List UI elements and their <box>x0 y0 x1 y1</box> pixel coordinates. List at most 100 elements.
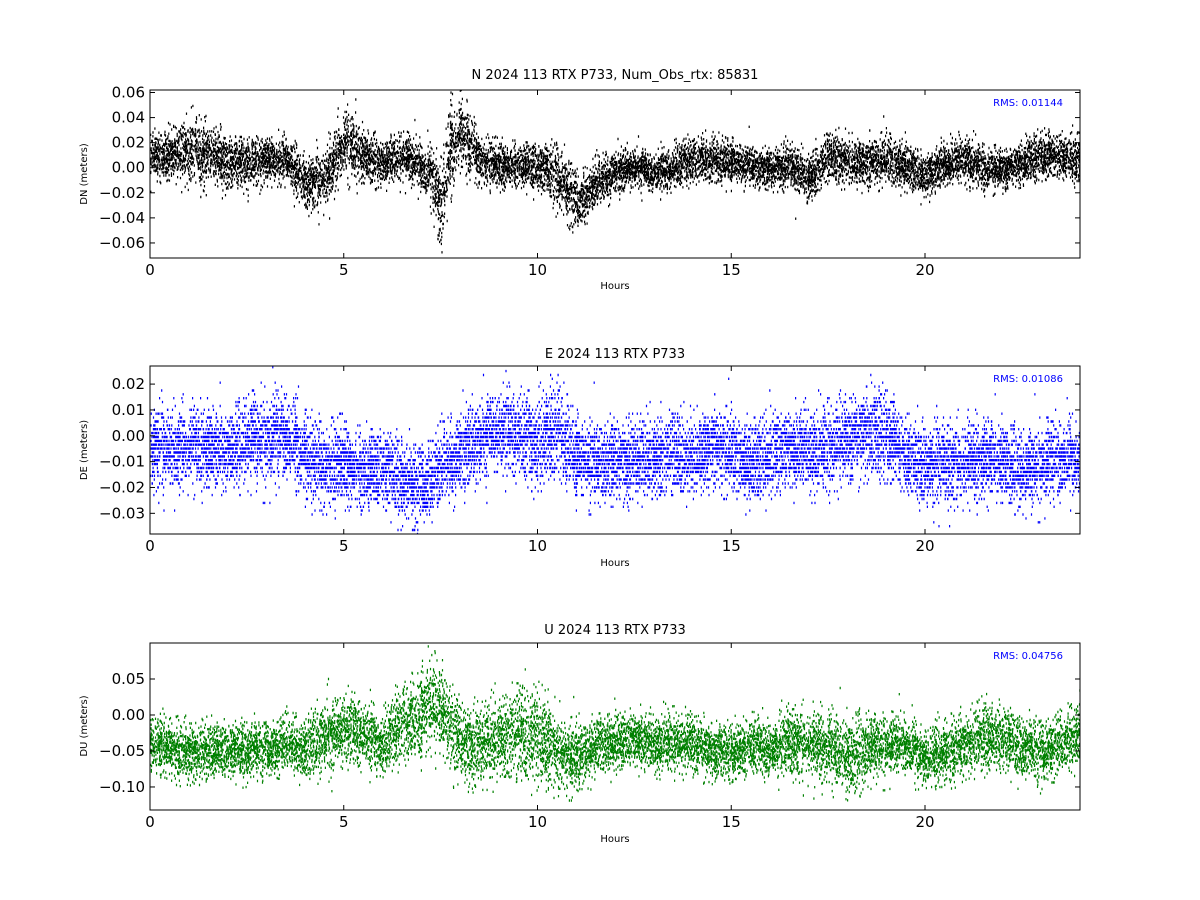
panel-north-series-points-segment <box>751 144 772 192</box>
panel-up-series-points-segment <box>905 704 926 791</box>
panel-east-series-points-segment <box>712 377 733 501</box>
panel-up-series-points-segment <box>266 710 287 780</box>
panel-east-series-points-segment <box>925 404 946 528</box>
panel-up-series-points-segment <box>305 698 326 785</box>
panel-up-series-points-segment <box>886 693 907 791</box>
panel-up-rms-annotation: RMS: 0.04756 <box>993 651 1063 662</box>
panel-east-series-points-segment <box>266 366 287 505</box>
panel-east-xtick-label: 15 <box>722 537 741 555</box>
panel-north-series-points-segment <box>518 141 539 201</box>
panel-east-ytick-label: 0.01 <box>112 401 145 419</box>
panel-east-series-points-segment <box>382 428 403 532</box>
panel-up-xlabel: Hours <box>600 834 629 845</box>
panel-east-series-points-segment <box>208 381 229 497</box>
panel-east-series-points-segment <box>518 385 539 501</box>
panel-up-series-points-segment <box>866 709 888 792</box>
panel-up-series-points-segment <box>925 711 946 791</box>
panel-north-series-points-segment <box>653 140 675 201</box>
panel-east-ytick-label: −0.01 <box>99 453 145 471</box>
panel-north-series-points-segment <box>150 121 171 193</box>
panel-north-series-points-segment <box>1041 127 1062 183</box>
panel-east-ytick-label: −0.03 <box>99 504 145 522</box>
panel-east-series-points-segment <box>576 381 597 516</box>
panel-up-xtick-label: 10 <box>528 813 547 831</box>
panel-up-series-points-segment <box>324 677 345 793</box>
panel-north-xtick-label: 20 <box>915 261 934 279</box>
panel-east-series-points-segment <box>983 393 1004 512</box>
panel-up-series-points-segment <box>1041 708 1062 791</box>
panel-up-points <box>150 645 1080 802</box>
panel-north-series-points-segment <box>692 129 713 186</box>
panel-up-series-points-segment <box>402 670 423 772</box>
panel-north-series-points-segment <box>246 135 268 203</box>
panel-north-xtick-label: 0 <box>145 261 155 279</box>
panel-north-series-points-segment <box>227 135 248 195</box>
panel-north-axes-frame <box>149 89 1081 259</box>
panel-up-series-points-segment <box>576 712 597 793</box>
panel-up-axes-frame <box>149 642 1081 811</box>
panel-north-series-points-segment <box>828 126 849 191</box>
panel-east-series-points-segment <box>421 420 442 524</box>
panel-up-xtick-label: 20 <box>915 813 934 831</box>
panel-east-series-points-segment <box>537 373 558 493</box>
panel-up-series-points-segment <box>692 711 713 786</box>
panel-north-ytick-label: 0.04 <box>112 109 145 127</box>
panel-east-series-points-segment <box>886 389 907 493</box>
panel-east-rms-annotation: RMS: 0.01086 <box>993 374 1063 385</box>
panel-east-series-points-segment <box>770 404 791 501</box>
panel-east-series-points-segment <box>498 369 520 493</box>
panel-up-series-points-segment <box>944 705 965 790</box>
panel-north-series-points-segment <box>963 130 985 193</box>
panel-up-series-points-segment <box>653 700 675 781</box>
panel-up-series-points-segment <box>983 692 1004 779</box>
panel-north-series-points-segment <box>983 143 1004 198</box>
panel-north-series-points-segment <box>324 107 345 220</box>
panel-north-xtick-label: 15 <box>722 261 741 279</box>
panel-up-xtick-label: 5 <box>339 813 349 831</box>
panel-north-ticks: 0 5 10 15 20 0.06 0.04 0.02 0.00 −0.02 −0.04 −0.06 <box>99 84 1080 279</box>
panel-east-series-points-segment <box>867 373 888 485</box>
panel-north-series-points-segment <box>266 128 287 189</box>
panel-up-series-points-segment <box>808 700 830 800</box>
panel-north-series-points-segment <box>401 118 423 200</box>
panel-north-ylabel: DN (meters) <box>79 143 90 205</box>
panel-up-series-points-segment <box>537 680 559 800</box>
panel-up-series-points-segment <box>557 695 578 802</box>
panel-east-series-points-segment <box>615 412 636 512</box>
panel-north-series-points-segment <box>886 131 907 197</box>
panel-north-series-points-segment <box>1022 128 1043 187</box>
panel-north-xtick-label: 5 <box>339 261 349 279</box>
panel-north-series-points-segment <box>595 149 617 208</box>
panel-north-series-points-segment <box>440 90 462 254</box>
panel-up-series-points-segment <box>247 712 268 784</box>
panel-up-series-points-segment <box>673 705 694 782</box>
panel-north-title: N 2024 113 RTX P733, Num_Obs_rtx: 85831 <box>472 68 759 83</box>
panel-east-series-points-segment <box>460 389 481 505</box>
panel-north-series-points-segment <box>770 135 791 194</box>
panel-up-xtick-label: 15 <box>722 813 741 831</box>
panel-east-series-points-segment <box>188 397 210 505</box>
panel-north-ytick-label: 0.00 <box>112 159 145 177</box>
panel-east-series-points-segment <box>227 397 249 497</box>
panel-up-series-points-segment <box>634 703 655 778</box>
panel-east-series-points-segment <box>324 412 345 520</box>
panel-up-series-points-segment <box>421 645 442 770</box>
panel-north-series-points-segment <box>479 133 500 195</box>
panel-east-series-points-segment <box>692 404 714 501</box>
panel-north-series-points-segment <box>537 138 558 218</box>
panel-east-ytick-label: 0.00 <box>112 427 145 445</box>
panel-north-series-points-segment <box>285 139 307 208</box>
panel-north-xlabel: Hours <box>600 281 629 292</box>
panel-north-rms-annotation: RMS: 0.01144 <box>993 98 1063 109</box>
panel-east-series-points-segment <box>905 404 927 512</box>
panel-north-xtick-label: 10 <box>528 261 547 279</box>
panel-east-series-points-segment <box>169 393 190 512</box>
panel-up-series-points-segment <box>750 707 772 784</box>
panel-north-series-points-segment <box>208 123 229 200</box>
panel-up-title: U 2024 113 RTX P733 <box>544 623 686 638</box>
panel-north-points <box>150 90 1080 254</box>
panel-up-series-points-segment <box>963 695 985 781</box>
panel-north-ytick-label: 0.02 <box>112 134 145 152</box>
panel-east-series-points-segment <box>479 373 500 505</box>
